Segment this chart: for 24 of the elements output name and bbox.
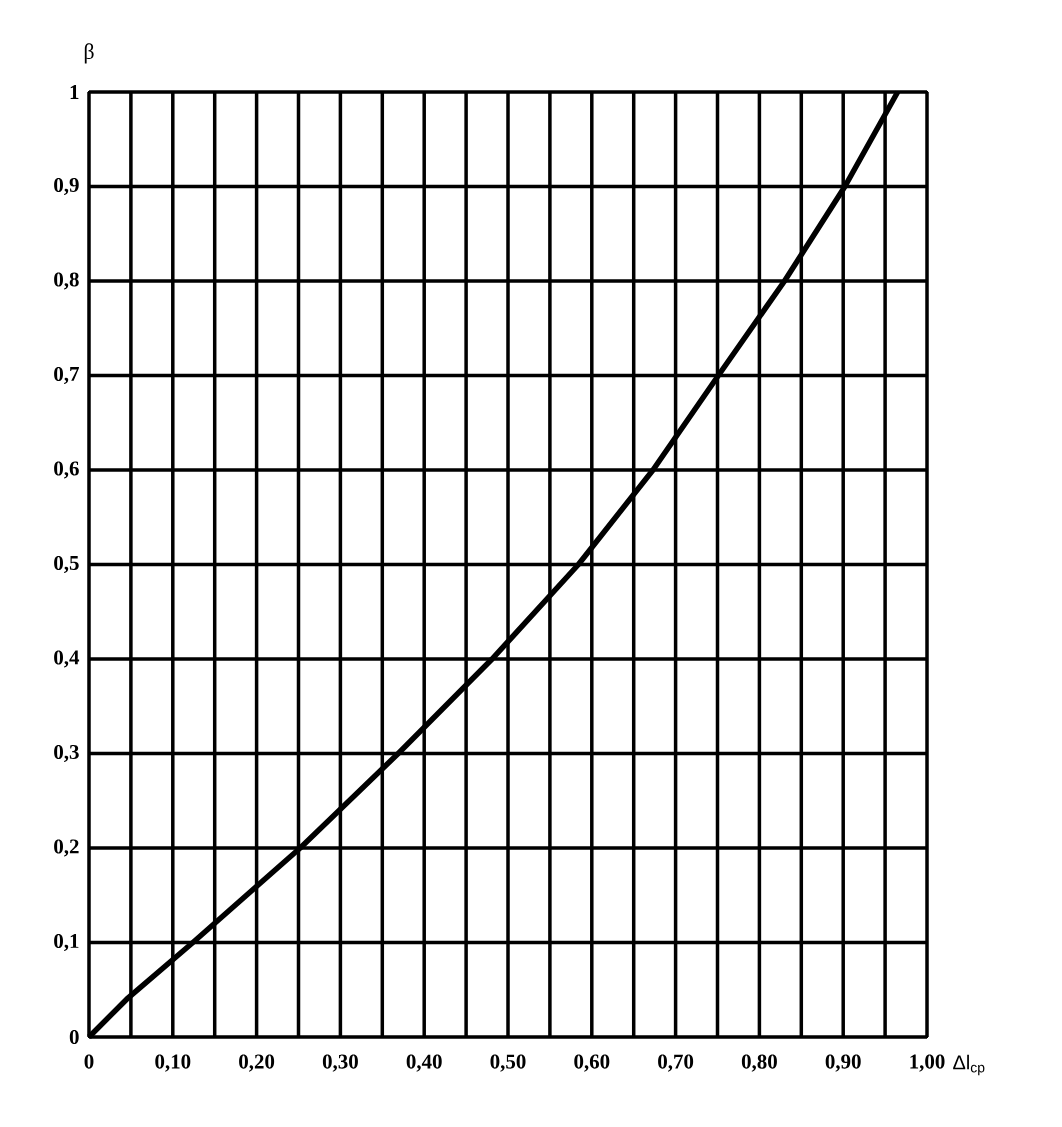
x-tick-label: 0,90 (825, 1054, 861, 1072)
x-tick-label: 0,80 (741, 1054, 777, 1072)
y-axis-title: β (84, 43, 94, 64)
y-tick-label: 0,6 (54, 461, 79, 479)
x-tick-label: 0 (84, 1054, 94, 1069)
x-tick-label: 1,00 (910, 1054, 945, 1072)
y-tick-label: 0,7 (54, 366, 79, 385)
x-tick-label: 0,30 (322, 1054, 358, 1072)
y-tick-label: 0,5 (54, 555, 79, 574)
y-tick-label: 0,9 (54, 177, 79, 196)
y-tick-label: 0,8 (54, 272, 79, 290)
y-tick-label: 0,1 (54, 933, 79, 952)
x-tick-label: 0,10 (155, 1054, 191, 1072)
y-tick-label: 0,2 (54, 839, 79, 857)
x-tick-label: 0,40 (406, 1054, 442, 1072)
x-tick-label: 0,50 (490, 1054, 526, 1072)
y-tick-label: 0,4 (54, 650, 80, 668)
y-tick-label: 0 (69, 1029, 79, 1045)
x-axis-title: Δl$_{ср}$ (953, 1054, 985, 1076)
x-tick-label: 0,20 (239, 1054, 275, 1072)
x-tick-label: 0,70 (658, 1054, 694, 1072)
y-tick-label: 0,3 (54, 744, 79, 763)
y-tick-label: 1 (70, 85, 79, 99)
x-tick-label: 0,60 (574, 1054, 610, 1072)
